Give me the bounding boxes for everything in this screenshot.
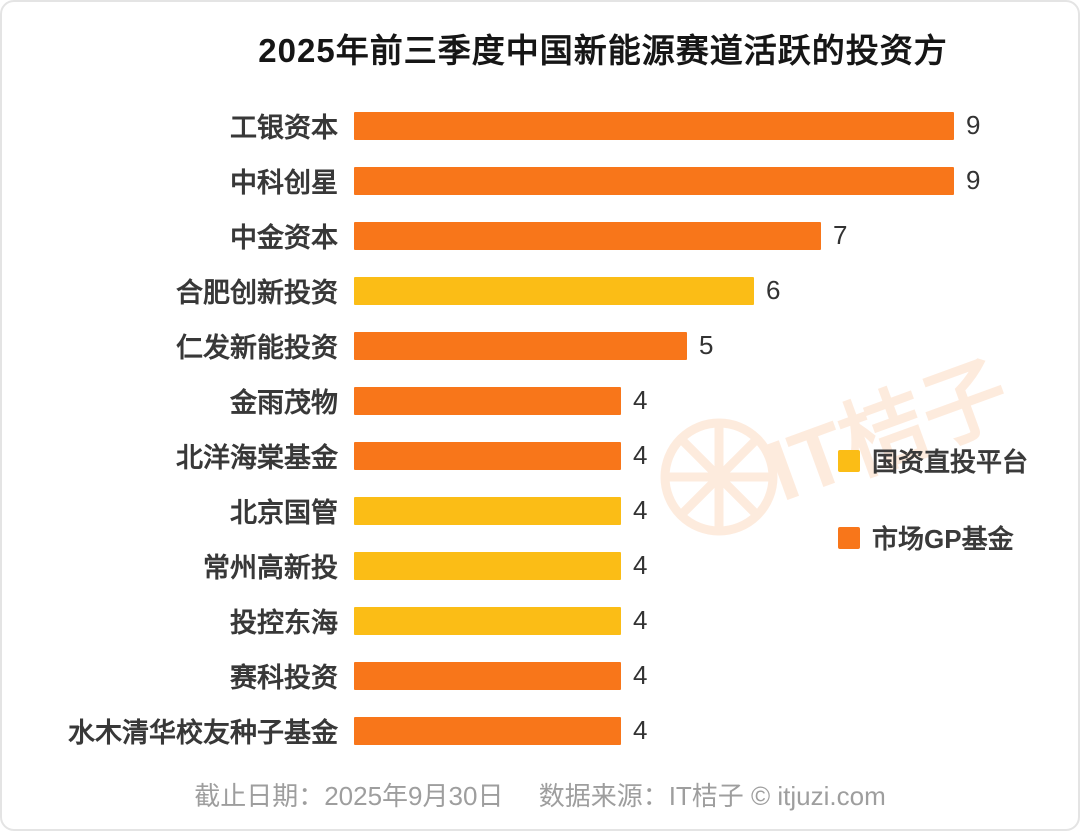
category-label: 仁发新能投资 — [176, 333, 338, 363]
bar-row: 工银资本 9 — [2, 98, 1078, 153]
bar-track: 5 — [354, 330, 1078, 360]
category-label: 北京国管 — [230, 498, 338, 528]
bar-track: 7 — [354, 220, 1078, 250]
bar-chart: 工银资本 9 中科创星 9 中金资本 7 合肥创新投资 6 仁发新能投资 5 金雨茂物 4 北洋海棠基金… — [2, 98, 1078, 758]
category-label: 投控东海 — [230, 608, 338, 638]
value-label: 9 — [966, 110, 981, 140]
bar-row: 合肥创新投资 6 — [2, 263, 1078, 318]
bar-track: 4 — [354, 550, 1078, 580]
bar-row: 中科创星 9 — [2, 153, 1078, 208]
bar-track: 4 — [354, 715, 1078, 745]
bar-track: 4 — [354, 660, 1078, 690]
bar — [354, 166, 954, 195]
bar-track: 4 — [354, 385, 1078, 415]
legend: 国资直投平台 市场GP基金 — [838, 442, 1028, 596]
bar-row: 中金资本 7 — [2, 208, 1078, 263]
bar-row: 金雨茂物 4 — [2, 373, 1078, 428]
category-label: 北洋海棠基金 — [176, 443, 338, 473]
bar — [354, 496, 621, 525]
bar-track: 9 — [354, 110, 1078, 140]
footer: 截止日期：2025年9月30日 数据来源：IT桔子 © itjuzi.com — [2, 776, 1078, 813]
bar — [354, 441, 621, 470]
value-label: 4 — [633, 550, 648, 580]
value-label: 9 — [966, 165, 981, 195]
bar-track: 6 — [354, 275, 1078, 305]
footer-date: 截止日期：2025年9月30日 — [194, 781, 504, 811]
legend-swatch-orange — [838, 526, 860, 549]
bar-row: 北洋海棠基金 4 — [2, 428, 1078, 483]
bar-track: 4 — [354, 495, 1078, 525]
value-label: 6 — [766, 275, 781, 305]
category-label: 工银资本 — [230, 113, 338, 143]
category-label: 常州高新投 — [203, 553, 338, 583]
bar-row: 仁发新能投资 5 — [2, 318, 1078, 373]
value-label: 4 — [633, 495, 648, 525]
value-label: 4 — [633, 605, 648, 635]
bar-row: 投控东海 4 — [2, 593, 1078, 648]
bar-rows: 工银资本 9 中科创星 9 中金资本 7 合肥创新投资 6 仁发新能投资 5 金雨茂物 4 北洋海棠基金… — [2, 98, 1078, 758]
bar-row: 水木清华校友种子基金 4 — [2, 703, 1078, 758]
bar-row: 赛科投资 4 — [2, 648, 1078, 703]
bar-row: 北京国管 4 — [2, 483, 1078, 538]
category-label: 合肥创新投资 — [176, 278, 338, 308]
category-label: 赛科投资 — [230, 663, 338, 693]
bar — [354, 331, 687, 360]
value-label: 4 — [633, 660, 648, 690]
bar-track: 4 — [354, 605, 1078, 635]
value-label: 7 — [833, 220, 848, 250]
bar — [354, 716, 621, 745]
legend-label: 市场GP基金 — [872, 524, 1014, 554]
bar-row: 常州高新投 4 — [2, 538, 1078, 593]
category-label: 水木清华校友种子基金 — [68, 718, 338, 748]
bar-track: 9 — [354, 165, 1078, 195]
category-label: 中科创星 — [230, 168, 338, 198]
value-label: 5 — [699, 330, 714, 360]
category-label: 中金资本 — [230, 223, 338, 253]
legend-swatch-yellow — [838, 449, 860, 472]
bar-track: 4 — [354, 440, 1078, 470]
bar — [354, 606, 621, 635]
bar — [354, 386, 621, 415]
footer-source: 数据来源：IT桔子 © itjuzi.com — [538, 781, 886, 811]
bar — [354, 111, 954, 140]
bar — [354, 276, 754, 305]
value-label: 4 — [633, 385, 648, 415]
bar — [354, 221, 821, 250]
legend-item-market-gp: 市场GP基金 — [838, 519, 1028, 556]
bar — [354, 661, 621, 690]
category-label: 金雨茂物 — [230, 388, 338, 418]
legend-item-state-platform: 国资直投平台 — [838, 442, 1028, 479]
chart-title: 2025年前三季度中国新能源赛道活跃的投资方 — [258, 32, 948, 69]
bar — [354, 551, 621, 580]
legend-label: 国资直投平台 — [872, 447, 1029, 477]
value-label: 4 — [633, 715, 648, 745]
value-label: 4 — [633, 440, 648, 470]
